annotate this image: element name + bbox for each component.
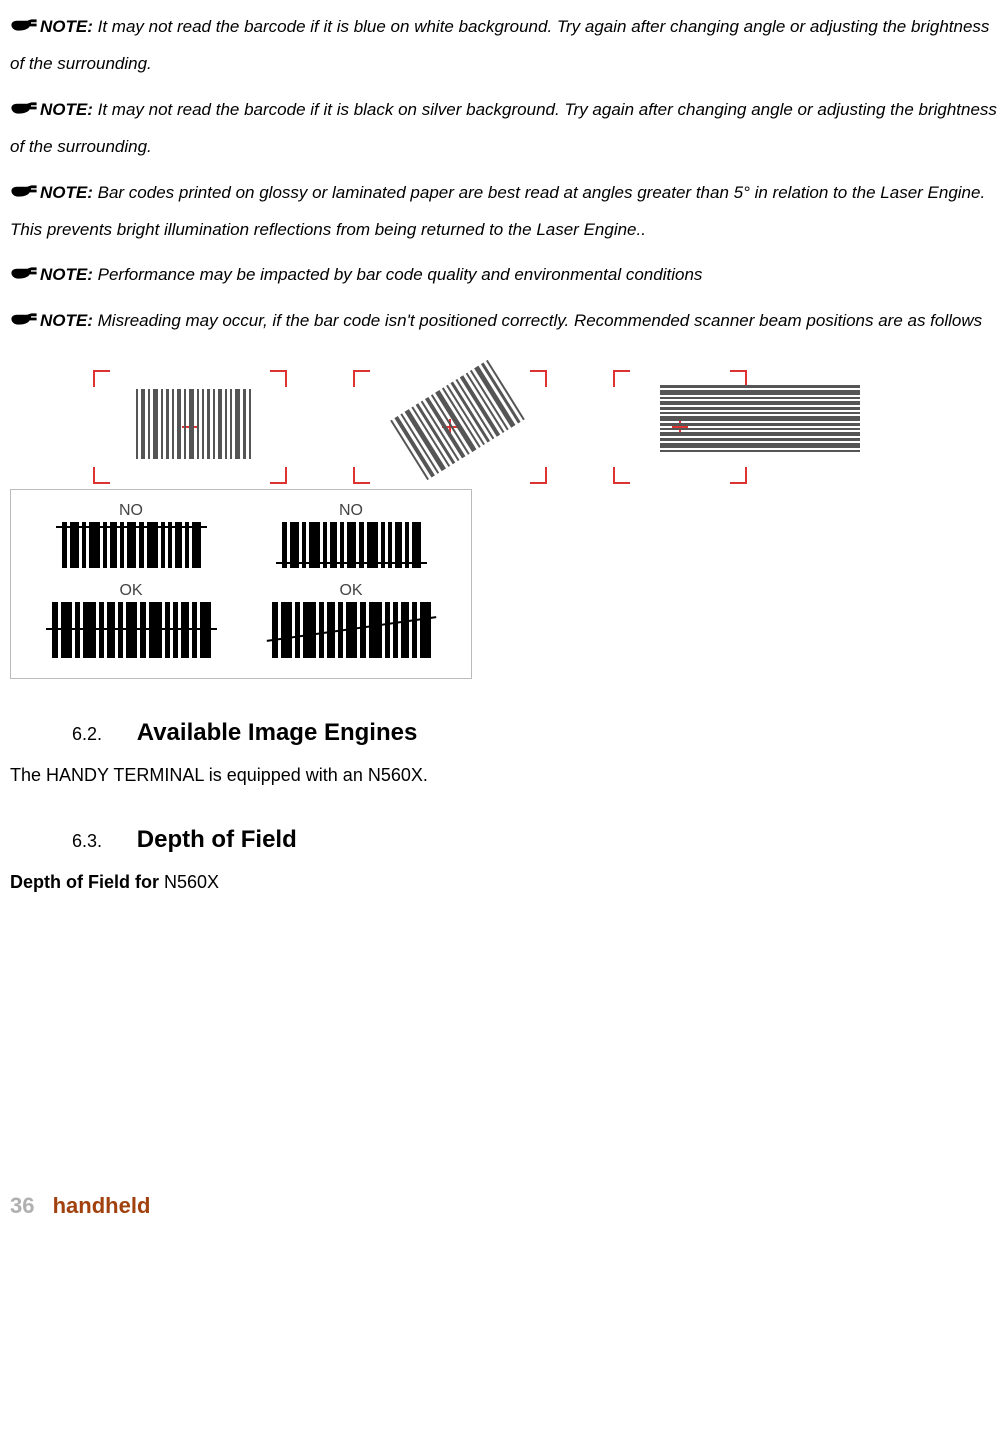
note-label: NOTE:: [40, 265, 93, 284]
note-label: NOTE:: [40, 311, 93, 330]
barcode-ok-1: [52, 602, 211, 658]
barcode-icon: [136, 389, 251, 459]
note-text: Performance may be impacted by bar code …: [98, 265, 703, 284]
aiming-frame-2: [350, 367, 550, 487]
note-label: NOTE:: [40, 17, 93, 36]
section-6-2-body: The HANDY TERMINAL is equipped with an N…: [10, 765, 998, 786]
section-heading: Depth of Field: [137, 826, 297, 853]
note-3: NOTE: Bar codes printed on glossy or lam…: [10, 174, 998, 249]
note-5: NOTE: Misreading may occur, if the bar c…: [10, 302, 998, 339]
hand-icon: [10, 258, 38, 276]
label-no: NO: [282, 502, 421, 520]
section-heading: Available Image Engines: [137, 719, 418, 746]
dof-model: N560X: [164, 872, 219, 892]
aiming-frame-3: [610, 367, 870, 487]
section-6-2: 6.2. Available Image Engines: [10, 719, 998, 747]
note-1: NOTE: It may not read the barcode if it …: [10, 8, 998, 83]
hand-icon: [10, 304, 38, 322]
note-text: It may not read the barcode if it is blu…: [10, 17, 989, 73]
label-ok: OK: [272, 582, 431, 600]
note-label: NOTE:: [40, 183, 93, 202]
section-6-3-sub: Depth of Field for N560X: [10, 872, 998, 893]
hand-icon: [10, 10, 38, 28]
barcode-icon: [660, 385, 860, 452]
hand-icon: [10, 93, 38, 111]
note-text: Bar codes printed on glossy or laminated…: [10, 183, 985, 239]
no-ok-figure: NO NO: [10, 489, 472, 679]
aiming-frame-1: [90, 367, 290, 487]
note-4: NOTE: Performance may be impacted by bar…: [10, 256, 998, 293]
note-text: Misreading may occur, if the bar code is…: [98, 311, 983, 330]
section-6-3: 6.3. Depth of Field: [10, 826, 998, 854]
section-number: 6.3.: [72, 831, 102, 851]
label-no: NO: [62, 502, 201, 520]
barcode-ok-2: [272, 602, 431, 658]
page-footer: 36 handheld: [10, 1193, 998, 1219]
barcode-no-1: [62, 522, 201, 568]
section-number: 6.2.: [72, 724, 102, 744]
label-ok: OK: [52, 582, 211, 600]
note-label: NOTE:: [40, 100, 93, 119]
hand-icon: [10, 176, 38, 194]
aiming-figure-row: [90, 367, 998, 487]
dof-label: Depth of Field for: [10, 872, 164, 892]
brand-name: handheld: [53, 1193, 151, 1218]
note-text: It may not read the barcode if it is bla…: [10, 100, 997, 156]
note-2: NOTE: It may not read the barcode if it …: [10, 91, 998, 166]
page-number: 36: [10, 1193, 34, 1218]
